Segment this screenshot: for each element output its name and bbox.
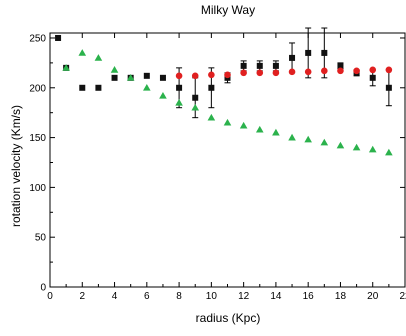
x-tick-label: 14 [270,291,282,302]
circle-data-point [337,67,344,75]
x-tick-label: 0 [47,291,53,302]
square-data-point [337,62,344,69]
triangle-data-point [175,98,183,106]
triangle-data-point [94,54,103,61]
y-tick-label: 250 [29,33,46,44]
circle-data-point [175,72,183,80]
triangle-data-point [385,148,393,156]
square-data-point [159,74,166,81]
square-data-point [111,74,118,81]
square-data-point [321,49,328,56]
x-tick-label: 12 [238,291,250,302]
circle-data-point [272,69,280,77]
triangle-data-point [304,135,312,143]
circle-data-point [369,66,377,74]
triangle-data-point [255,125,264,133]
x-tick-label: 2 [79,291,85,302]
square-data-point [176,84,183,91]
triangle-data-point [159,91,167,99]
y-tick-label: 0 [40,283,46,294]
square-data-point [95,84,102,91]
triangle-data-point [110,66,119,73]
square-data-point [143,72,150,79]
x-tick-label: 8 [176,291,182,302]
triangle-data-point [288,133,296,141]
x-tick-label: 6 [144,291,150,302]
triangle-data-point [223,118,232,126]
circle-data-point [224,71,231,79]
data-points [55,34,393,156]
plot-area-frame [49,32,406,288]
x-tick-label: 4 [112,291,118,302]
square-data-point [208,84,215,91]
y-tick-label: 100 [29,183,46,194]
square-data-point [79,84,86,91]
y-tick-label: 200 [29,83,46,94]
triangle-data-point [272,128,280,136]
circle-data-point [353,67,360,75]
circle-data-point [256,69,264,77]
x-tick-label: 22 [399,291,406,302]
square-data-point [240,62,247,69]
circle-data-point [385,66,393,74]
x-tick-label: 16 [303,291,315,302]
triangle-data-point [207,113,216,121]
axis-ticks: 0 2 4 6 8 10 12 14 16 18 20 22 0 50 100 150 200 250 [29,33,406,302]
triangle-data-point [336,141,345,149]
square-data-point [385,84,392,91]
circle-data-point [288,68,296,76]
x-tick-label: 18 [335,291,347,302]
circle-data-point [240,69,247,77]
square-data-point [55,34,62,41]
circle-data-point [304,68,312,76]
y-tick-label: 150 [29,133,46,144]
y-axis-label: rotation velocity (Km/s) [9,105,23,227]
square-data-point [192,94,199,101]
triangle-data-point [239,121,248,129]
triangle-data-point [191,103,200,111]
circle-data-point [208,71,215,79]
circle-data-point [321,67,328,75]
chart-title: Milky Way [201,3,255,17]
triangle-data-point [143,83,151,91]
square-data-point [305,49,312,56]
square-data-point [289,54,296,61]
x-tick-label: 10 [206,291,218,302]
x-tick-label: 20 [367,291,379,302]
square-data-point [369,74,376,81]
square-data-point [272,62,279,69]
triangle-data-point [62,64,70,71]
triangle-data-point [352,143,361,151]
triangle-data-point [368,145,377,153]
y-tick-label: 50 [35,233,47,244]
circle-data-point [191,72,199,80]
triangle-data-point [126,74,135,81]
triangle-data-point [320,138,329,146]
x-axis-label: radius (Kpc) [196,311,261,325]
triangle-data-point [78,49,87,56]
square-data-point [256,62,263,69]
